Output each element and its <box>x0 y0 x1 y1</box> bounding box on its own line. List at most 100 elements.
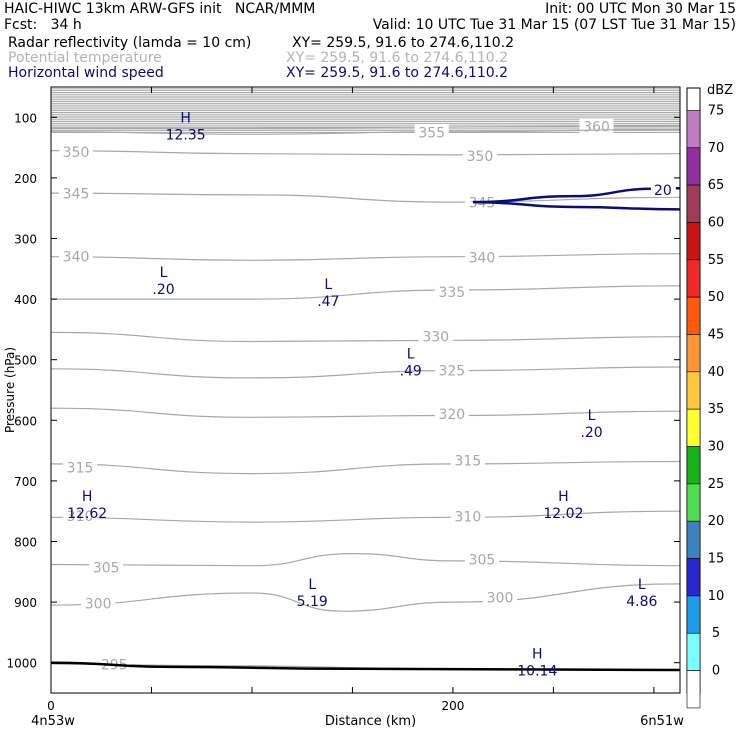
y-tick-label: 300 <box>14 233 37 247</box>
theta-label-320: 320 <box>438 407 465 423</box>
theta-label-bg <box>59 185 94 201</box>
theta-label-bg <box>414 124 449 140</box>
header-valid-time: Valid: 10 UTC Tue 31 Mar 15 (07 LST Tue … <box>372 17 736 33</box>
colorbar-label-45: 45 <box>708 327 725 342</box>
theta-label-335: 335 <box>438 285 465 301</box>
theta-label-340: 340 <box>63 250 90 266</box>
header-forecast-hour: Fcst: 34 h <box>4 17 82 33</box>
colorbar-swatch-45 <box>686 334 701 373</box>
extremum-type: L <box>324 277 332 293</box>
colorbar-label-50: 50 <box>708 290 725 305</box>
theta-label-315: 315 <box>455 453 482 469</box>
theta-label-315: 315 <box>67 461 94 477</box>
wind-label-bg <box>650 182 676 198</box>
field-wind-name: Horizontal wind speed <box>8 65 164 81</box>
axes: 100 200 300 400 500 600 700 800 900 1000 0 200 Press… <box>3 87 684 729</box>
theta-label-300: 300 <box>85 596 112 612</box>
y-tick-label: 1000 <box>6 657 37 671</box>
x-endpoint-left: 4n53w <box>31 714 75 729</box>
theta-contour-340 <box>50 253 681 261</box>
extremum-type: L <box>588 408 596 424</box>
colorbar-label-75: 75 <box>708 103 725 118</box>
theta-label-bg <box>464 551 499 567</box>
colorbar-label-0: 0 <box>712 664 720 679</box>
extremum-value: 12.35 <box>166 127 206 143</box>
colorbar-label-5: 5 <box>712 626 720 641</box>
colorbar-label-20: 20 <box>708 514 725 529</box>
header-init-time: Init: 00 UTC Mon 30 Mar 15 <box>545 1 736 17</box>
theta-contour-350 <box>50 150 681 156</box>
header-title: HAIC-HIWC 13km ARW-GFS init NCAR/MMM <box>4 1 316 17</box>
theta-label-bg <box>450 452 485 468</box>
colorbar-swatch-40 <box>686 371 701 410</box>
colorbar-label-15: 15 <box>708 552 725 567</box>
y-tick-label: 800 <box>14 536 37 550</box>
extremum-type: H <box>532 647 543 663</box>
wind-contour-20 <box>472 186 681 204</box>
theta-contour-335 <box>51 285 681 300</box>
theta-label-bg <box>63 508 98 524</box>
colorbar-swatch-30 <box>686 446 701 485</box>
theta-label-350: 350 <box>63 145 90 161</box>
colorbar-swatch-15 <box>686 558 701 597</box>
theta-contour-355 <box>50 128 681 135</box>
theta-label-bg <box>434 283 469 299</box>
theta-label-305: 305 <box>469 553 496 569</box>
theta-contour-310 <box>50 510 681 523</box>
colorbar-label-70: 70 <box>708 141 725 156</box>
extrema-labels: H12.35L.20 L.47L.49L.20H12.62H12.02L5.19L… <box>67 110 657 679</box>
theta-contour-320 <box>50 407 681 418</box>
theta-contour-360 <box>50 125 681 129</box>
theta-label-305: 305 <box>93 561 120 577</box>
extremum-value: 4.86 <box>626 594 657 610</box>
theta-label-300: 300 <box>487 590 514 606</box>
x-tick-label: 0 <box>47 699 55 713</box>
x-axis-label: Distance (km) <box>325 714 416 729</box>
field-theta-xy: XY= 259.5, 91.6 to 274.6,110.2 <box>286 50 509 66</box>
colorbar-label-30: 30 <box>708 440 725 455</box>
x-tick-label: 200 <box>441 699 464 713</box>
colorbar-swatch-75 <box>686 110 701 149</box>
colorbar-swatch-20 <box>686 520 701 559</box>
colorbar-swatch-35 <box>686 408 701 447</box>
theta-label-bg <box>89 559 124 575</box>
theta-label-350: 350 <box>467 149 494 165</box>
colorbar-swatch-5 <box>686 632 701 671</box>
field-reflectivity-xy: XY= 259.5, 91.6 to 274.6,110.2 <box>292 35 515 51</box>
extremum-type: H <box>180 110 191 126</box>
theta-contour-305 <box>50 552 681 567</box>
extremum-type: L <box>160 265 168 281</box>
colorbar-label-65: 65 <box>708 178 725 193</box>
y-tick-label: 700 <box>14 475 37 489</box>
extremum-value: 12.02 <box>543 506 583 522</box>
theta-label-bg <box>81 595 116 611</box>
theta-label-bg <box>434 362 469 378</box>
y-tick-label: 600 <box>14 414 37 428</box>
extremum-value: .47 <box>317 294 339 310</box>
theta-label-310: 310 <box>67 509 94 525</box>
extremum-type: L <box>308 577 316 593</box>
theta-label-bg <box>59 248 94 264</box>
x-endpoint-right: 6n51w <box>640 714 684 729</box>
colorbar-swatch-55 <box>686 259 701 298</box>
y-tick-label: 100 <box>14 111 37 125</box>
theta-label-330: 330 <box>422 330 449 346</box>
theta-label-bg <box>450 508 485 524</box>
colorbar-swatch-65 <box>686 184 701 223</box>
extremum-type: H <box>82 489 93 505</box>
extremum-type: H <box>558 489 569 505</box>
theta-label-340: 340 <box>469 250 496 266</box>
theta-contour-330 <box>50 331 681 343</box>
colorbar-swatch-0 <box>686 670 701 709</box>
wind-contours: 20 <box>472 182 681 211</box>
colorbar-label-55: 55 <box>708 253 725 268</box>
extremum-type: L <box>638 577 646 593</box>
colorbar-label-35: 35 <box>708 402 725 417</box>
extremum-value: 10.14 <box>517 664 557 680</box>
colorbar-label-60: 60 <box>708 215 725 230</box>
theta-contours: 360 355 350 350 345 345 340 340 335 330 325 320 315 3… <box>50 118 681 674</box>
theta-label-345: 345 <box>469 196 496 212</box>
colorbar-swatch-25 <box>686 483 701 522</box>
theta-label-325: 325 <box>438 364 465 380</box>
